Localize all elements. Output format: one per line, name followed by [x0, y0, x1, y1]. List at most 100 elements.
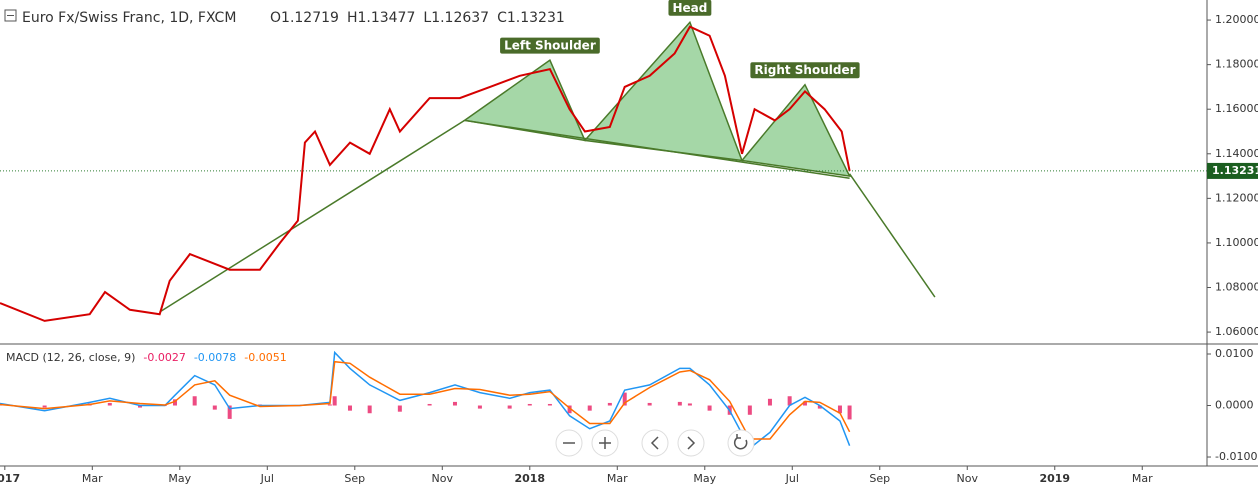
y-tick-label: 1.12000 [1215, 191, 1258, 204]
histogram-bar [622, 392, 627, 406]
reset-icon [733, 434, 748, 450]
toolbar [555, 429, 755, 457]
x-tick-label: 2019 [1039, 472, 1070, 485]
right-icon [687, 436, 696, 450]
histogram-bar [507, 405, 512, 409]
histogram-bar [192, 396, 197, 406]
reset-button[interactable] [727, 429, 755, 457]
pattern-label: Right Shoulder [750, 62, 860, 79]
pattern-label-text: Head [672, 1, 707, 15]
x-tick-label: May [168, 472, 191, 485]
histogram-bar [347, 405, 352, 411]
ohlc-legend: O1.12719 H1.13477 L1.12637 C1.13231 [270, 10, 565, 26]
x-tick-label: Jul [785, 472, 799, 485]
histogram-bar [42, 405, 47, 408]
histogram-bar [802, 401, 807, 406]
x-tick-label: Mar [607, 472, 628, 485]
last-price-tag [1207, 162, 1258, 179]
y-tick-label: 1.18000 [1215, 58, 1258, 71]
ohlc-value: 1.12637 [431, 10, 489, 26]
histogram-bar [327, 404, 332, 406]
series-last: -0.0078 [194, 351, 236, 364]
histogram-bar [332, 396, 337, 406]
ohlc-key: C [497, 10, 507, 26]
x-tick-label: Mar [1132, 472, 1153, 485]
pattern-shape [740, 83, 851, 178]
trend-line [848, 173, 936, 298]
ohlc-key: H [347, 10, 358, 26]
trend-line [464, 119, 850, 180]
histogram-bar [212, 405, 217, 410]
histogram-bar [687, 403, 692, 406]
trend-line [159, 119, 465, 313]
histogram-bar [787, 396, 792, 406]
histogram-bar [172, 399, 177, 406]
price-line [0, 25, 851, 322]
x-tick-label: Sep [869, 472, 890, 485]
histogram-bar [397, 405, 402, 412]
x-tick-label: Nov [957, 472, 979, 485]
y-tick-label: 1.14000 [1215, 147, 1258, 160]
ohlc-value: 1.13477 [357, 10, 415, 26]
x-tick-label: Mar [82, 472, 103, 485]
y-tick-label: 1.08000 [1215, 281, 1258, 294]
pattern-label-text: Left Shoulder [504, 39, 596, 53]
plot-layer: Left Shoulder Head Right Shoulder [0, 0, 1207, 450]
histogram-bar [647, 402, 652, 406]
macd-line [0, 360, 851, 440]
collapse-icon[interactable] [4, 9, 17, 22]
macd-title: MACD (12, 26, close, 9) [6, 351, 135, 364]
chart-title: Euro Fx/Swiss Franc, 1D, FXCM [22, 10, 236, 26]
scroll-right-button[interactable] [677, 429, 705, 457]
pattern-label: Left Shoulder [500, 37, 600, 54]
pattern-label-bg [500, 37, 600, 54]
last-price-label: 1.13231 [1212, 164, 1258, 177]
macd-legend: MACD (12, 26, close, 9) -0.0027 -0.0078 -0.… [6, 351, 287, 364]
histogram-bar [107, 402, 112, 406]
histogram-bar [607, 402, 612, 406]
histogram-bar [847, 405, 852, 420]
histogram-bar [837, 405, 842, 414]
histogram-bar [677, 401, 682, 406]
histogram-bar [587, 405, 592, 411]
y-tick-label: 1.16000 [1215, 102, 1258, 115]
y-tick-label: 0.0100 [1215, 347, 1254, 360]
y-tick-label: 1.06000 [1215, 325, 1258, 338]
x-tick-label: Sep [344, 472, 365, 485]
histogram-bar [227, 405, 232, 419]
ohlc-key: L [423, 10, 431, 26]
histogram-bar [767, 398, 772, 406]
y-tick-label: 1.10000 [1215, 236, 1258, 249]
y-tick-label: -0.0100 [1215, 450, 1257, 463]
left-icon [650, 436, 659, 450]
x-tick-label: 2017 [0, 472, 20, 485]
scroll-left-button[interactable] [641, 429, 669, 457]
pattern-label-bg [668, 0, 712, 16]
series-last: -0.0051 [244, 351, 286, 364]
histogram-last: -0.0027 [143, 351, 185, 364]
histogram-bar [137, 405, 142, 408]
x-tick-label: Jul [260, 472, 274, 485]
histogram-bar [427, 403, 432, 406]
y-tick-label: 1.20000 [1215, 13, 1258, 26]
y-tick-label: 0.0000 [1215, 399, 1254, 412]
histogram-bar [567, 405, 572, 414]
histogram-bar [477, 405, 482, 409]
x-tick-label: 2018 [514, 472, 545, 485]
histogram-bar [747, 405, 752, 415]
x-tick-label: Nov [432, 472, 454, 485]
pattern-label: Head [668, 0, 712, 16]
pattern-label-text: Right Shoulder [754, 63, 855, 77]
histogram-bar [707, 405, 712, 411]
histogram-bar [527, 403, 532, 406]
histogram-bar [547, 403, 552, 406]
pattern-label-bg [750, 62, 860, 79]
ohlc-value: 1.13231 [507, 10, 565, 26]
histogram-bar [367, 405, 372, 414]
plus-icon [599, 437, 611, 449]
histogram-bar [817, 405, 822, 409]
ohlc-value: 1.12719 [281, 10, 339, 26]
ohlc-key: O [270, 10, 281, 26]
